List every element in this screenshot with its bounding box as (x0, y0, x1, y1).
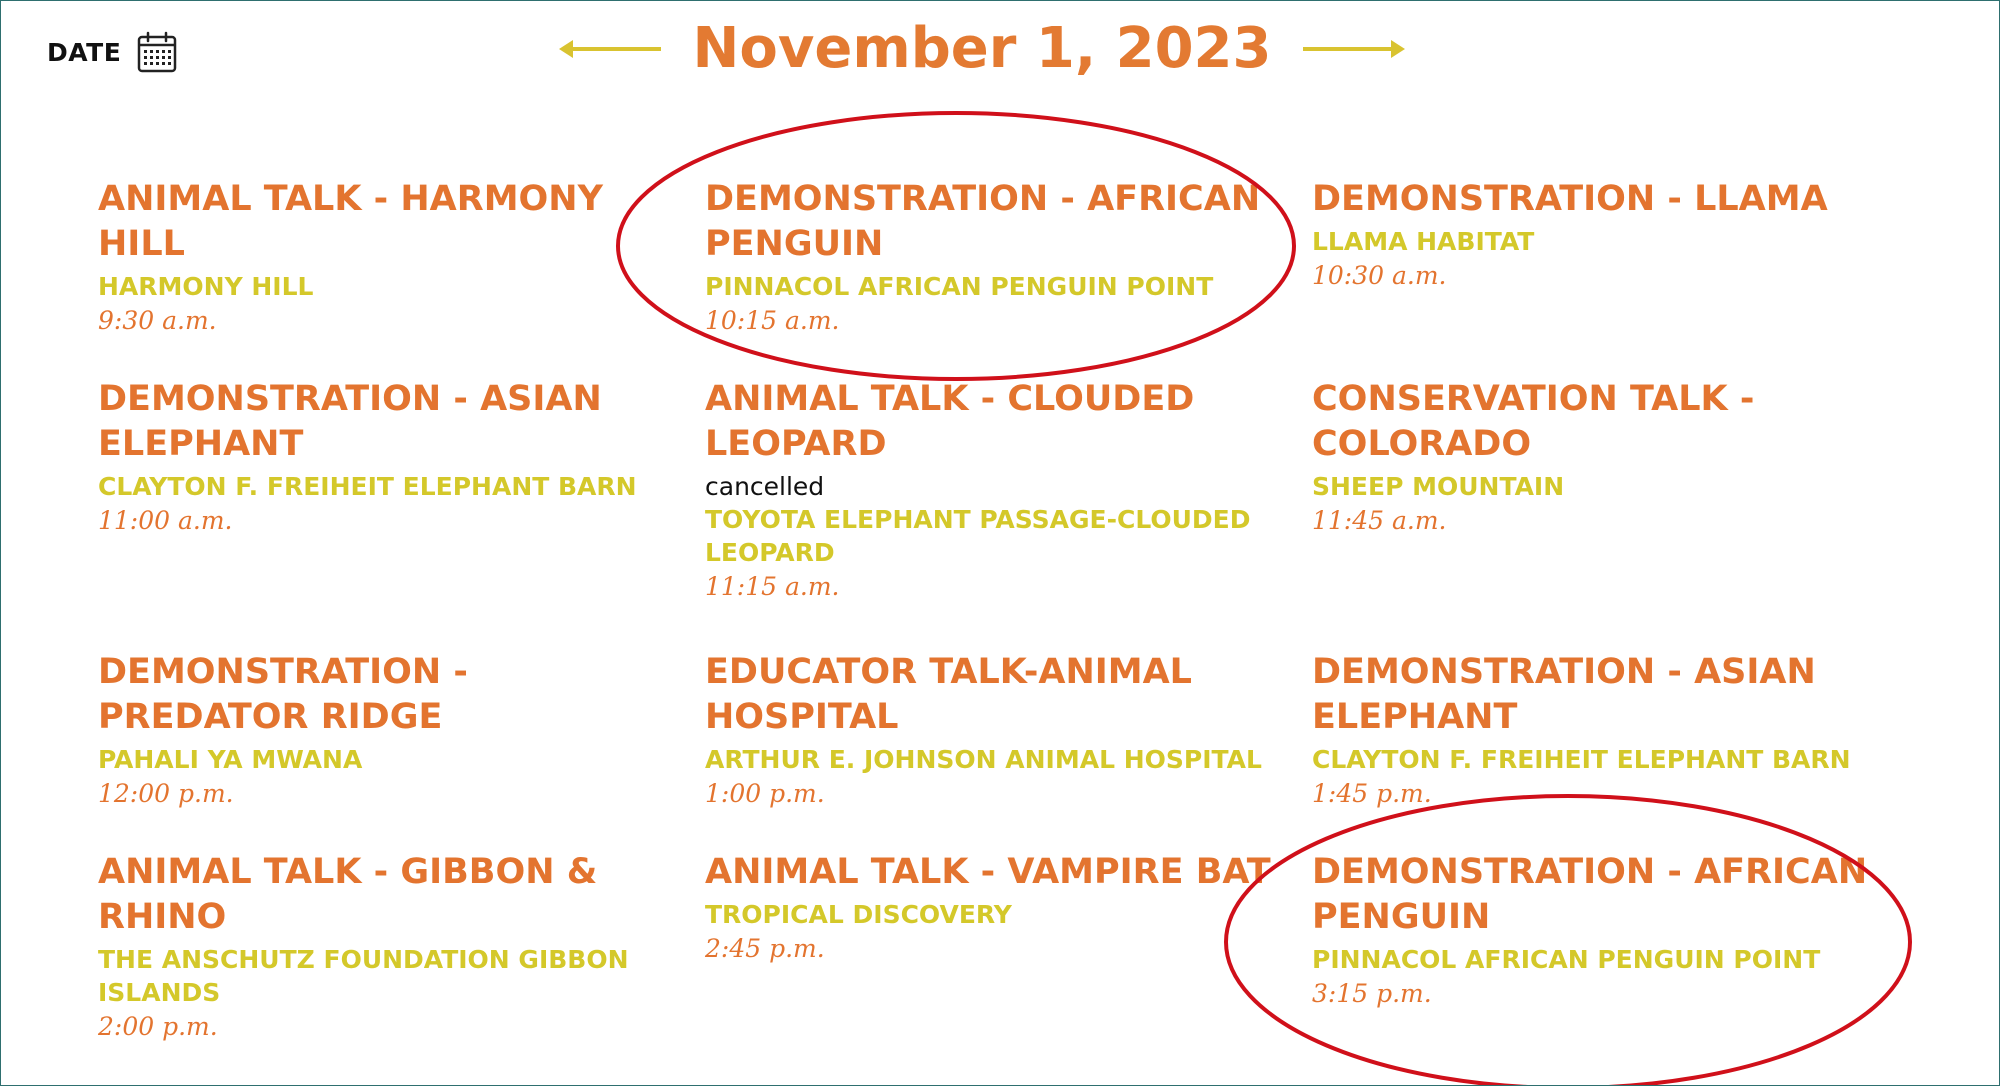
event-time: 1:00 p.m. (705, 779, 825, 808)
event-location: ARTHUR E. JOHNSON ANIMAL HOSPITAL (705, 745, 1262, 774)
event-time: 10:15 a.m. (705, 306, 840, 335)
event-location: HARMONY HILL (98, 272, 314, 301)
event-title[interactable]: CONSERVATION TALK - COLORADO (1312, 379, 1755, 464)
event-item[interactable]: DEMONSTRATION - PREDATOR RIDGE PAHALI YA… (98, 650, 668, 812)
event-time: 11:00 a.m. (98, 506, 233, 535)
event-item[interactable]: ANIMAL TALK - CLOUDED LEOPARD cancelled … (705, 377, 1275, 605)
event-location: PAHALI YA MWANA (98, 745, 363, 774)
event-time: 11:15 a.m. (705, 572, 840, 601)
event-item[interactable]: EDUCATOR TALK-ANIMAL HOSPITAL ARTHUR E. … (705, 650, 1275, 812)
event-item[interactable]: DEMONSTRATION - ASIAN ELEPHANT CLAYTON F… (98, 377, 668, 539)
event-location: CLAYTON F. FREIHEIT ELEPHANT BARN (1312, 745, 1851, 774)
event-time: 12:00 p.m. (98, 779, 234, 808)
event-title[interactable]: ANIMAL TALK - HARMONY HILL (98, 179, 603, 264)
event-title[interactable]: ANIMAL TALK - CLOUDED LEOPARD (705, 379, 1195, 464)
event-item[interactable]: ANIMAL TALK - HARMONY HILL HARMONY HILL … (98, 177, 668, 339)
event-location: TROPICAL DISCOVERY (705, 900, 1012, 929)
previous-day-arrow-icon[interactable] (558, 37, 663, 61)
event-item[interactable]: DEMONSTRATION - LLAMA LLAMA HABITAT 10:3… (1312, 177, 1882, 294)
event-time: 2:00 p.m. (98, 1012, 218, 1041)
event-title[interactable]: ANIMAL TALK - VAMPIRE BAT (705, 852, 1271, 892)
event-title[interactable]: DEMONSTRATION - ASIAN ELEPHANT (98, 379, 602, 464)
event-status: cancelled (705, 472, 825, 501)
date-label: DATE (47, 37, 122, 67)
event-time: 10:30 a.m. (1312, 261, 1447, 290)
event-item[interactable]: DEMONSTRATION - ASIAN ELEPHANT CLAYTON F… (1312, 650, 1882, 812)
event-location: TOYOTA ELEPHANT PASSAGE-CLOUDED LEOPARD (705, 505, 1251, 567)
event-item[interactable]: CONSERVATION TALK - COLORADO SHEEP MOUNT… (1312, 377, 1882, 539)
event-title[interactable]: DEMONSTRATION - LLAMA (1312, 179, 1828, 219)
event-location: PINNACOL AFRICAN PENGUIN POINT (1312, 945, 1821, 974)
event-time: 11:45 a.m. (1312, 506, 1447, 535)
event-title[interactable]: DEMONSTRATION - AFRICAN PENGUIN (705, 179, 1261, 264)
calendar-icon[interactable] (137, 31, 177, 73)
event-item[interactable]: DEMONSTRATION - AFRICAN PENGUIN PINNACOL… (705, 177, 1275, 339)
date-navigation: November 1, 2023 (1, 11, 1963, 87)
event-title[interactable]: DEMONSTRATION - PREDATOR RIDGE (98, 652, 468, 737)
event-item[interactable]: ANIMAL TALK - GIBBON & RHINO THE ANSCHUT… (98, 850, 668, 1045)
event-time: 1:45 p.m. (1312, 779, 1432, 808)
current-date-title: November 1, 2023 (692, 16, 1272, 81)
event-title[interactable]: DEMONSTRATION - ASIAN ELEPHANT (1312, 652, 1816, 737)
date-picker[interactable]: DATE (47, 31, 177, 73)
event-title[interactable]: EDUCATOR TALK-ANIMAL HOSPITAL (705, 652, 1192, 737)
event-title[interactable]: ANIMAL TALK - GIBBON & RHINO (98, 852, 598, 937)
next-day-arrow-icon[interactable] (1301, 37, 1406, 61)
event-location: CLAYTON F. FREIHEIT ELEPHANT BARN (98, 472, 637, 501)
event-time: 3:15 p.m. (1312, 979, 1432, 1008)
event-time: 2:45 p.m. (705, 934, 825, 963)
event-location: THE ANSCHUTZ FOUNDATION GIBBON ISLANDS (98, 945, 629, 1007)
event-item[interactable]: ANIMAL TALK - VAMPIRE BAT TROPICAL DISCO… (705, 850, 1275, 967)
event-location: SHEEP MOUNTAIN (1312, 472, 1565, 501)
event-location: PINNACOL AFRICAN PENGUIN POINT (705, 272, 1214, 301)
event-title[interactable]: DEMONSTRATION - AFRICAN PENGUIN (1312, 852, 1868, 937)
event-item[interactable]: DEMONSTRATION - AFRICAN PENGUIN PINNACOL… (1312, 850, 1882, 1012)
event-location: LLAMA HABITAT (1312, 227, 1535, 256)
event-time: 9:30 a.m. (98, 306, 217, 335)
